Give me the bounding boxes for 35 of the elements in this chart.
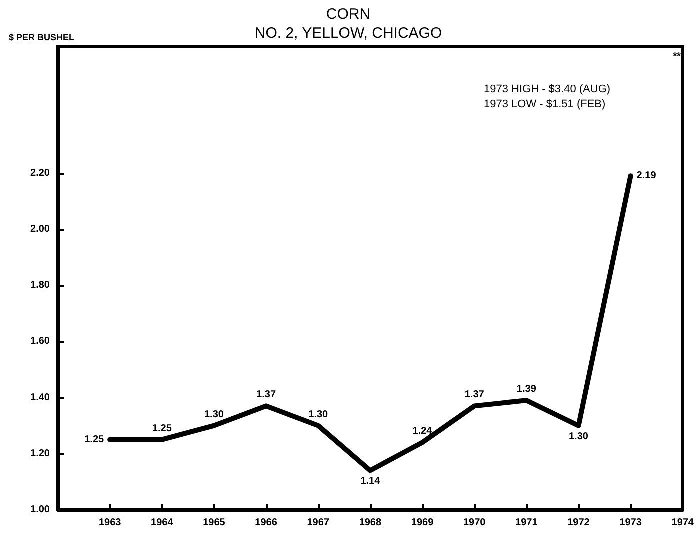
y-tick-label: 1.40 bbox=[30, 392, 50, 404]
annotation: ** bbox=[673, 52, 682, 62]
x-tick-label: 1974 bbox=[672, 518, 694, 528]
x-tick-label: 1966 bbox=[255, 518, 278, 528]
y-tick-label: 2.00 bbox=[30, 224, 50, 235]
x-tick-label: 1964 bbox=[151, 518, 174, 528]
x-tick-label: 1968 bbox=[359, 518, 382, 528]
x-tick-label: 1970 bbox=[463, 518, 486, 528]
y-axis-title: $ PER BUSHEL bbox=[9, 32, 76, 42]
data-label: 1.30 bbox=[308, 409, 329, 420]
x-tick-label: 1963 bbox=[98, 518, 122, 528]
y-tick-label: 1.20 bbox=[30, 448, 50, 460]
x-tick-label: 1965 bbox=[203, 518, 226, 528]
x-tick-label: 1973 bbox=[620, 518, 642, 528]
x-tick-label: 1969 bbox=[411, 518, 434, 528]
y-tick-label: 1.60 bbox=[30, 336, 50, 348]
data-label: 1.37 bbox=[256, 390, 276, 401]
data-label: 2.19 bbox=[636, 170, 657, 182]
data-label: 1.30 bbox=[204, 409, 224, 420]
data-label: 1.37 bbox=[464, 390, 485, 401]
data-label: 1.14 bbox=[360, 476, 381, 488]
x-tick-label: 1971 bbox=[516, 518, 538, 528]
y-tick-label: 2.20 bbox=[30, 168, 50, 179]
annotation: 1973 HIGH - $3.40 (AUG) 1973 LOW - $1.51 (FEB) bbox=[484, 84, 611, 110]
chart-title: CORN bbox=[326, 6, 371, 23]
chart-subtitle: NO. 2, YELLOW, CHICAGO bbox=[254, 25, 442, 42]
data-label: 1.24 bbox=[412, 426, 433, 438]
data-label: 1.25 bbox=[84, 434, 105, 446]
data-label: 1.30 bbox=[568, 431, 589, 442]
y-tick-label: 1.80 bbox=[30, 280, 50, 292]
x-tick-label: 1967 bbox=[307, 518, 330, 528]
data-label: 1.39 bbox=[516, 384, 537, 396]
x-tick-label: 1972 bbox=[568, 518, 590, 528]
data-label: 1.25 bbox=[152, 423, 172, 434]
y-tick-label: 1.00 bbox=[30, 504, 50, 516]
